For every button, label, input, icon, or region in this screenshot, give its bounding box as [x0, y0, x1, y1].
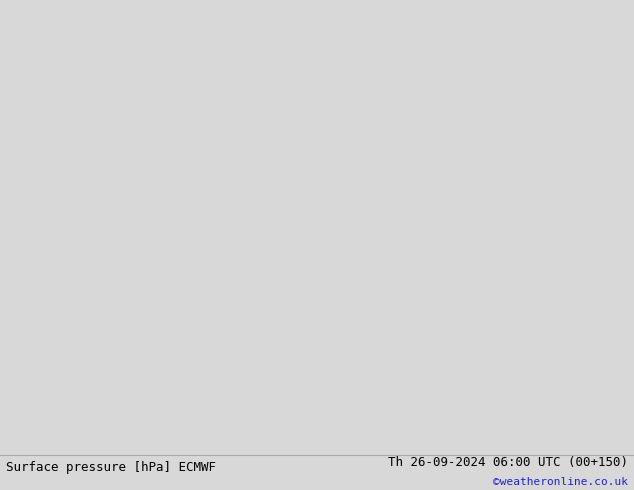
Text: Surface pressure [hPa] ECMWF: Surface pressure [hPa] ECMWF	[6, 461, 216, 474]
Text: Th 26-09-2024 06:00 UTC (00+150): Th 26-09-2024 06:00 UTC (00+150)	[387, 456, 628, 469]
Text: ©weatheronline.co.uk: ©weatheronline.co.uk	[493, 477, 628, 487]
